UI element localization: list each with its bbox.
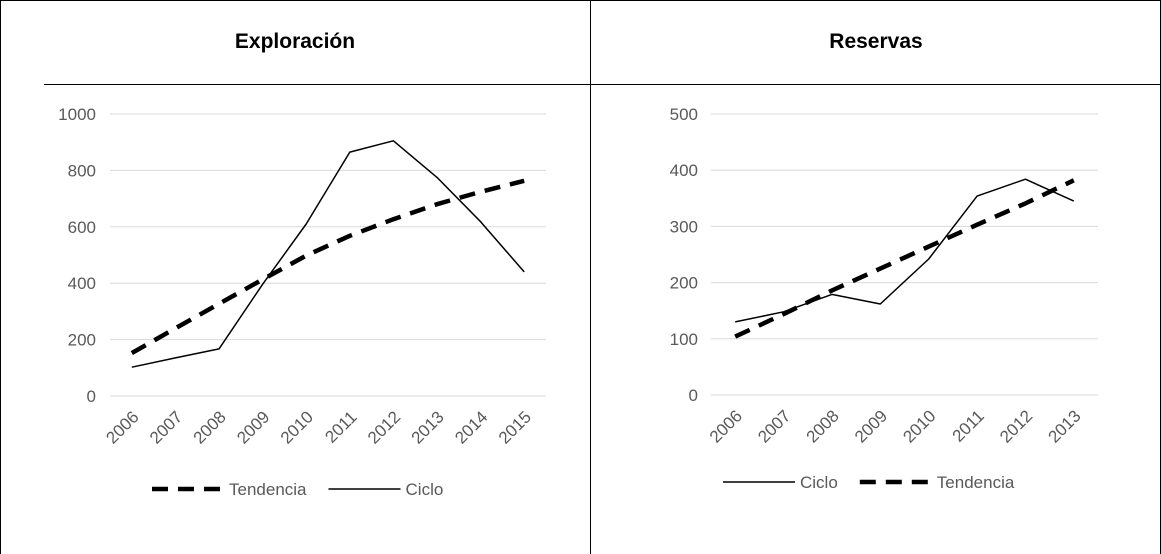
chart0-x-tick-label: 2007: [146, 407, 186, 447]
chart0-y-tick-label: 200: [68, 331, 96, 350]
chart1-legend-label-tendencia: Tendencia: [937, 473, 1015, 492]
header-divider-right: [590, 84, 1161, 85]
chart0-series-ciclo-line: [131, 140, 525, 368]
chart0-x-tick-label: 2013: [408, 407, 448, 447]
header-divider-left: [44, 84, 591, 85]
chart1-y-tick-label: 200: [670, 274, 698, 293]
chart0-x-tick-label: 2010: [277, 407, 317, 447]
chart1-x-tick-label: 2006: [706, 406, 746, 446]
chart0-x-tick-label: 2009: [233, 407, 273, 447]
chart0-x-tick-label: 2008: [190, 407, 230, 447]
chart1-x-tick-label: 2012: [996, 406, 1036, 446]
header-reservas: Reservas: [829, 30, 923, 53]
chart0-x-tick-label: 2015: [495, 407, 535, 447]
chart1-legend-label-ciclo: Ciclo: [800, 473, 838, 492]
chart1-x-tick-label: 2013: [1044, 406, 1084, 446]
chart0-y-tick-label: 0: [87, 387, 96, 406]
chart0-legend-label-tendencia: Tendencia: [229, 480, 307, 499]
chart0-legend-label-ciclo: Ciclo: [406, 480, 444, 499]
chart0-x-tick-label: 2014: [451, 407, 491, 447]
chart1-x-tick-label: 2009: [851, 406, 891, 446]
chart0-y-tick-label: 1000: [58, 105, 96, 124]
chart1-series-tendencia-line: [734, 178, 1075, 339]
chart1-y-tick-label: 100: [670, 330, 698, 349]
chart1-x-tick-label: 2011: [949, 406, 988, 445]
table-border-left: [0, 0, 1, 554]
chart1-x-tick-label: 2007: [754, 406, 794, 446]
chart0-x-tick-label: 2012: [364, 407, 404, 447]
chart0-x-tick-label: 2011: [321, 407, 360, 446]
chart0-y-tick-label: 400: [68, 274, 96, 293]
chart0-y-tick-label: 600: [68, 218, 96, 237]
table-border-top: [0, 0, 1161, 1]
chart0-series-tendencia-line: [130, 178, 525, 356]
chart1-y-tick-label: 400: [670, 161, 698, 180]
chart1-y-tick-label: 300: [670, 217, 698, 236]
chart1-x-tick-label: 2010: [899, 406, 939, 446]
reservas-chart: 0 100 200 300 400 500 2006 2007 2008 2009 2010 2011…: [670, 105, 1098, 492]
chart1-y-tick-label: 500: [670, 105, 698, 124]
header-exploracion: Exploración: [234, 30, 356, 53]
chart0-x-tick-label: 2006: [102, 407, 142, 447]
chart1-x-tick-label: 2008: [803, 406, 843, 446]
table-border-middle: [590, 0, 591, 554]
chart1-series-ciclo-line: [735, 178, 1075, 323]
chart1-y-tick-label: 0: [689, 386, 698, 405]
chart0-y-tick-label: 800: [68, 161, 96, 180]
